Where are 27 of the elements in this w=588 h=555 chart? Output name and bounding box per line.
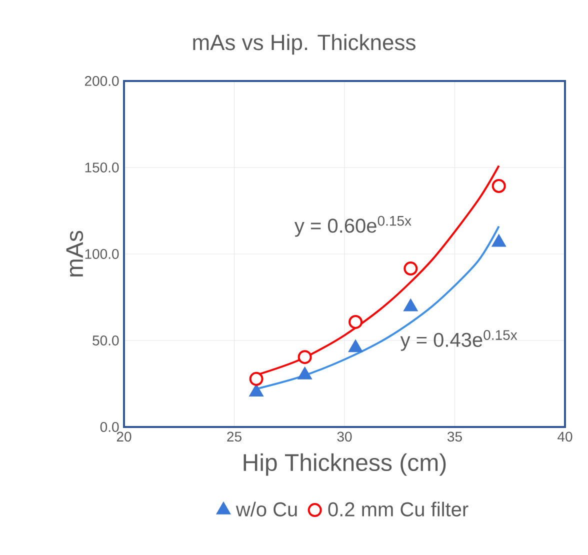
y-tick-label: 0.0	[100, 422, 119, 432]
point	[250, 384, 264, 397]
point	[298, 367, 312, 380]
x-axis-title: Hip Thickness (cm)	[244, 453, 446, 476]
y-tick-label: 50.0	[92, 336, 119, 346]
annotation: y = 0.43e$^{0.15x}$	[400, 330, 518, 351]
x-tick-label: 40	[558, 432, 572, 442]
point	[404, 262, 418, 276]
point	[348, 314, 363, 329]
point	[404, 299, 418, 312]
x-tick-label: 20	[116, 432, 132, 442]
point	[348, 340, 362, 352]
chart-title: mAs vs Hip. Thickness	[193, 34, 416, 55]
y-tick-label: 100.0	[85, 249, 119, 259]
point	[492, 234, 506, 247]
y-tick-label: 150.0	[85, 162, 119, 172]
point	[492, 179, 506, 193]
y-tick-label: 200.0	[84, 76, 119, 86]
legend-label: w/o Cu	[236, 502, 297, 516]
x-tick-label: 35	[447, 432, 462, 442]
point	[298, 350, 312, 364]
x-tick-label: 30	[337, 432, 352, 442]
annotation: y = 0.60e$^{0.15x}$	[294, 216, 412, 237]
legend-label: 0.2 mm Cu filter	[328, 502, 468, 516]
y-axis-title: mAs	[66, 230, 84, 276]
x-tick-label: 25	[227, 432, 242, 442]
point	[249, 372, 264, 386]
